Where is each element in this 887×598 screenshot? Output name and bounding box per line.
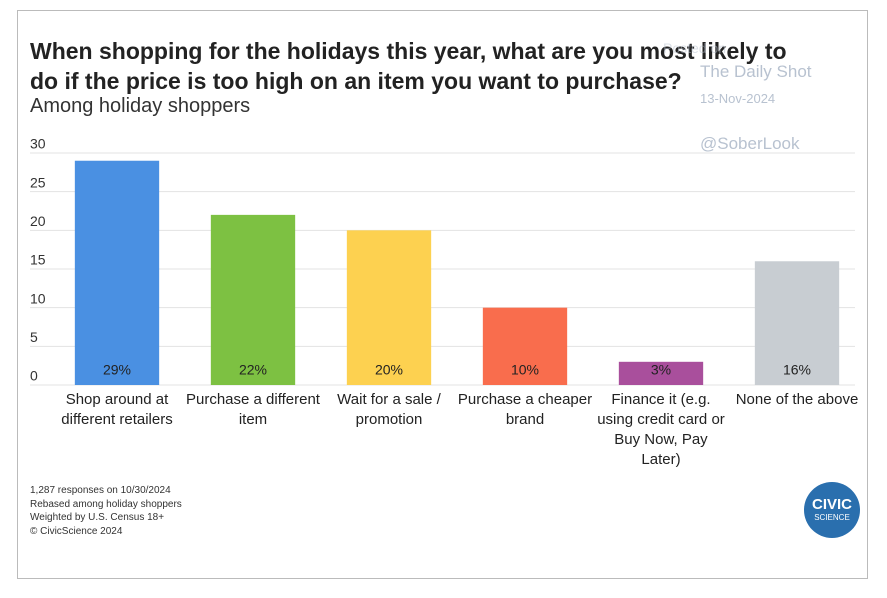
y-tick-label: 25 bbox=[30, 174, 46, 190]
x-tick-label: Shop around at different retailers bbox=[61, 391, 173, 428]
y-tick-label: 15 bbox=[30, 252, 46, 268]
bar bbox=[210, 214, 296, 385]
note: Weighted by U.S. Census 18+ bbox=[30, 512, 165, 523]
watermark: Posted on bbox=[663, 40, 727, 56]
bar bbox=[482, 307, 568, 385]
logo: CIVIC SCIENCE bbox=[804, 482, 860, 538]
value-label: 16% bbox=[783, 362, 811, 378]
frame bbox=[17, 10, 868, 579]
value-label: 22% bbox=[239, 362, 267, 378]
chart-subtitle: Among holiday shoppers bbox=[30, 95, 251, 117]
x-tick-label: Purchase a cheaper brand bbox=[457, 391, 593, 428]
bar bbox=[346, 230, 432, 385]
note: 1,287 responses on 10/30/2024 bbox=[30, 485, 171, 496]
watermark: The Daily Shot bbox=[700, 62, 812, 81]
y-tick-label: 30 bbox=[30, 136, 46, 152]
watermark: 13-Nov-2024 bbox=[700, 91, 776, 106]
value-label: 10% bbox=[511, 362, 539, 378]
logo-text: SCIENCE bbox=[814, 513, 850, 522]
x-tick-label: Wait for a sale / promotion bbox=[337, 391, 441, 428]
bar bbox=[74, 160, 160, 385]
y-tick-label: 20 bbox=[30, 213, 46, 229]
x-tick-label: Purchase a different item bbox=[186, 391, 320, 428]
watermark: @SoberLook bbox=[700, 134, 800, 153]
bar bbox=[754, 261, 840, 385]
value-label: 3% bbox=[651, 362, 671, 378]
chart-title: When shopping for the holidays this year… bbox=[30, 38, 787, 94]
note: Rebased among holiday shoppers bbox=[30, 499, 182, 510]
value-label: 29% bbox=[103, 362, 131, 378]
note: © CivicScience 2024 bbox=[30, 526, 123, 537]
y-tick-label: 5 bbox=[30, 329, 38, 345]
bar bbox=[618, 361, 704, 385]
y-tick-label: 0 bbox=[30, 368, 38, 384]
value-label: 20% bbox=[375, 362, 403, 378]
x-tick-label: Finance it (e.g. using credit card or Bu… bbox=[597, 391, 725, 468]
y-tick-label: 10 bbox=[30, 290, 46, 306]
x-tick-label: None of the above bbox=[735, 391, 859, 408]
logo-text: CIVIC bbox=[811, 496, 852, 513]
